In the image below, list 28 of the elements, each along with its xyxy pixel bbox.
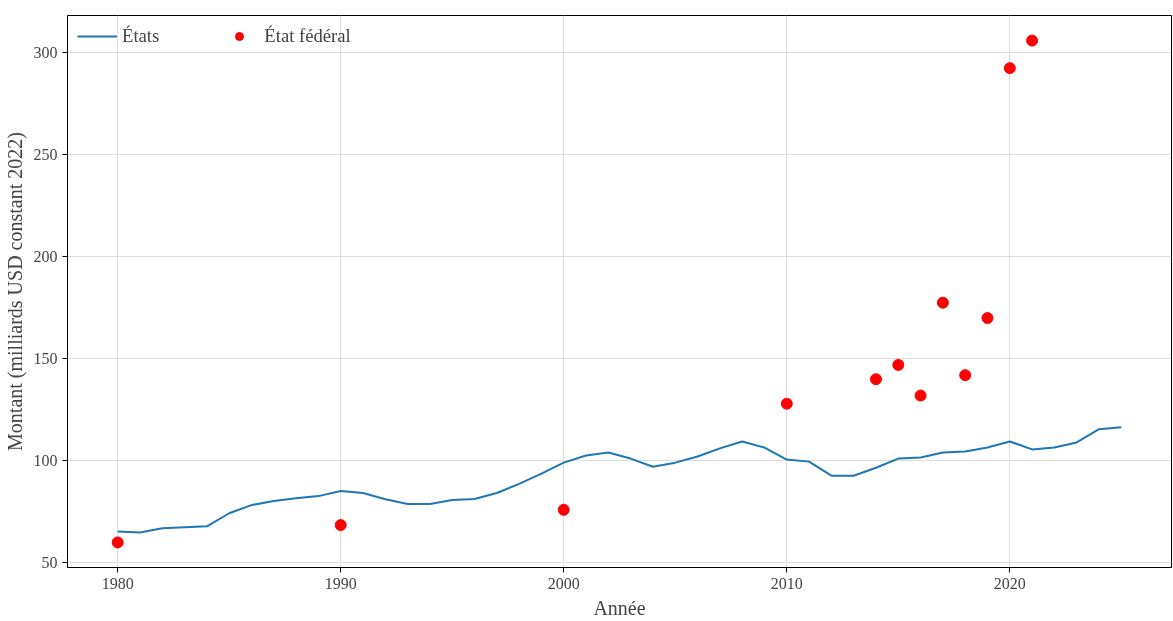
y-tick-label: 250 [33, 146, 58, 164]
point [914, 389, 927, 402]
point [869, 373, 882, 386]
y-tick-label: 100 [33, 452, 58, 470]
x-tick-label: 2000 [547, 574, 580, 592]
point [780, 397, 793, 410]
y-tick-label: 150 [33, 350, 58, 368]
y-tick-label: 200 [33, 248, 58, 266]
point [1026, 34, 1039, 47]
y-tick-label: 50 [41, 554, 58, 572]
legend-label: États [122, 25, 160, 47]
x-tick-label: 1990 [324, 574, 357, 592]
point [936, 296, 949, 309]
point [1003, 62, 1016, 75]
point [959, 369, 972, 382]
point [892, 358, 905, 371]
y-axis-title: Montant (milliards USD constant 2022) [3, 132, 27, 451]
x-axis-title: Année [593, 596, 646, 619]
point [981, 312, 994, 325]
x-tick-label: 1980 [101, 574, 134, 592]
x-tick-label: 2020 [993, 574, 1026, 592]
legend-label: État fédéral [264, 25, 351, 47]
y-tick-label: 300 [33, 44, 58, 62]
point [557, 503, 570, 516]
point [111, 536, 124, 549]
line-series [116, 426, 1123, 534]
x-tick-label: 2010 [770, 574, 803, 592]
point [334, 519, 347, 532]
